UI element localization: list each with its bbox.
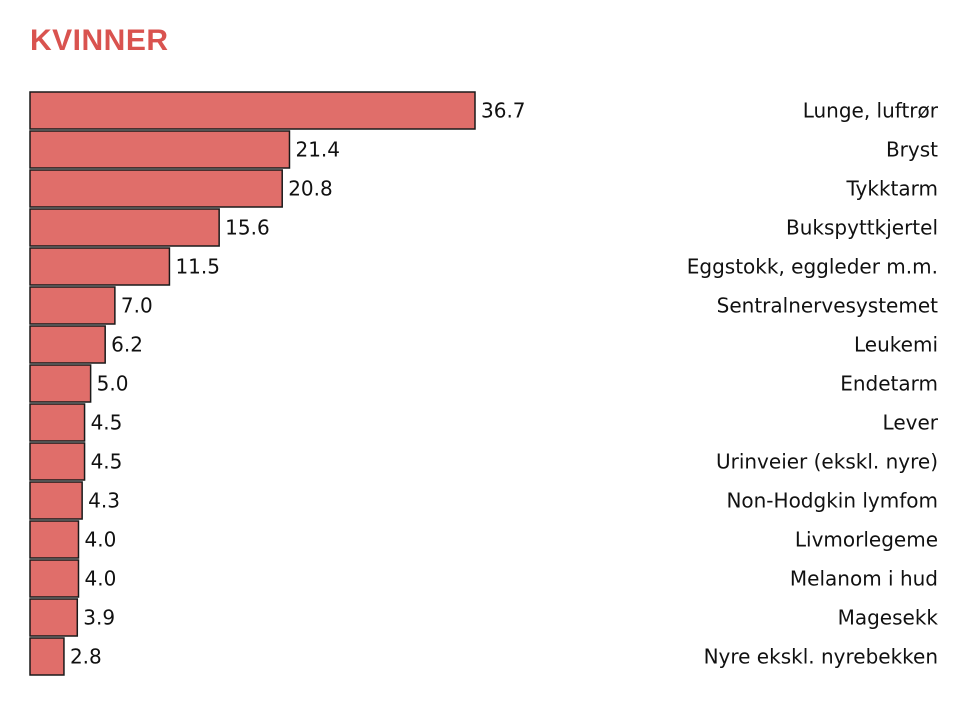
category-label: Bukspyttkjertel (786, 216, 938, 240)
value-label: 3.9 (83, 606, 115, 630)
value-label: 4.5 (91, 450, 123, 474)
category-label: Livmorlegeme (795, 528, 938, 552)
chart-title: KVINNER (30, 24, 169, 57)
category-label: Endetarm (840, 372, 938, 396)
category-label: Magesekk (838, 606, 939, 630)
value-label: 5.0 (97, 372, 129, 396)
bar (29, 130, 291, 169)
value-label: 4.0 (85, 528, 117, 552)
bar (29, 364, 92, 403)
category-label: Bryst (886, 138, 938, 162)
category-label: Tykktarm (845, 177, 938, 201)
category-label: Lunge, luftrør (803, 99, 939, 123)
category-label: Melanom i hud (790, 567, 938, 591)
category-label: Sentralnervesystemet (717, 294, 939, 318)
bar (29, 286, 116, 325)
value-label: 7.0 (121, 294, 153, 318)
bar (29, 91, 476, 130)
bar (29, 481, 83, 520)
category-label: Nyre ekskl. nyrebekken (704, 645, 938, 669)
bar (29, 208, 220, 247)
value-label: 2.8 (70, 645, 102, 669)
bar (29, 169, 283, 208)
value-label: 6.2 (111, 333, 143, 357)
value-label: 4.0 (85, 567, 117, 591)
bar (29, 325, 106, 364)
bar (29, 637, 65, 676)
bar (29, 442, 86, 481)
value-label: 4.3 (88, 489, 120, 513)
value-label: 36.7 (481, 99, 526, 123)
category-label: Urinveier (ekskl. nyre) (716, 450, 938, 474)
bar (29, 598, 79, 637)
category-label: Lever (883, 411, 939, 435)
category-label: Leukemi (854, 333, 938, 357)
bar (29, 559, 80, 598)
value-label: 20.8 (288, 177, 333, 201)
category-label: Eggstokk, eggleder m.m. (687, 255, 938, 279)
value-label: 21.4 (295, 138, 340, 162)
value-label: 4.5 (91, 411, 123, 435)
value-label: 15.6 (225, 216, 270, 240)
category-label: Non-Hodgkin lymfom (726, 489, 938, 513)
bar (29, 247, 171, 286)
value-label: 11.5 (175, 255, 220, 279)
bar (29, 520, 80, 559)
bar (29, 403, 86, 442)
